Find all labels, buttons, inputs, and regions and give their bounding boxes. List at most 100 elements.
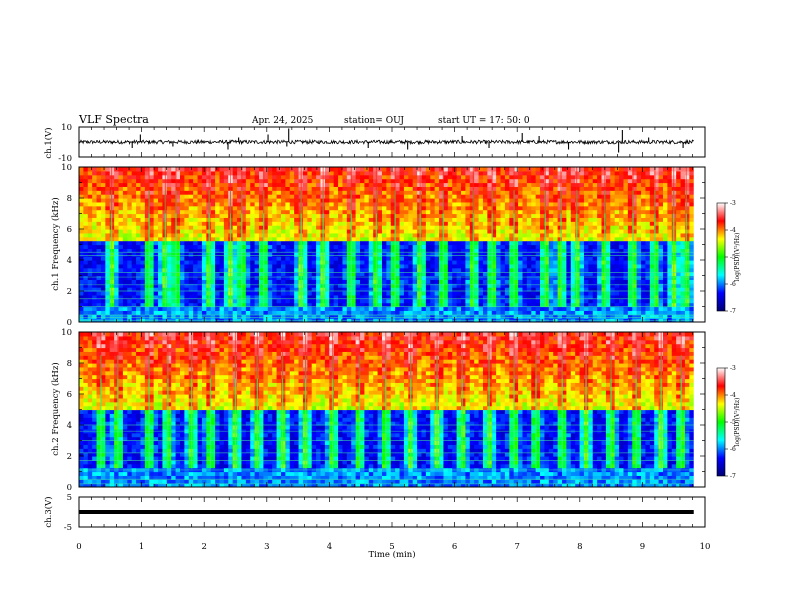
spectrogram-cell [83, 232, 89, 238]
spectrogram-cell [188, 236, 194, 242]
spectrogram-cell [285, 263, 291, 269]
spectrogram-cell [79, 201, 84, 207]
spectrogram-cell [289, 302, 295, 308]
spectrogram-cell [588, 248, 594, 253]
spectrogram-cell [219, 318, 225, 322]
spectrogram-cell [158, 283, 164, 288]
spectrogram-cell [456, 302, 462, 308]
spectrogram-cell [131, 205, 137, 211]
spectrogram-cell [193, 240, 199, 246]
spectrogram-cell [469, 201, 475, 207]
ch1-ytick-bottom: -10 [58, 154, 72, 164]
spectrogram-cell [395, 244, 401, 249]
spectrogram-cell [531, 291, 537, 296]
spectrogram-cell [465, 229, 471, 234]
spectrogram-cell [513, 271, 519, 277]
spectrogram-cell [122, 252, 128, 257]
spectrogram-cell [522, 236, 528, 242]
spectrogram-cell [386, 217, 392, 222]
spectrogram-cell [395, 178, 401, 184]
spectrogram-cell [184, 225, 190, 230]
spectrogram-cell [87, 318, 93, 322]
spectrogram-cell [465, 271, 471, 277]
spectrogram-cell [294, 205, 300, 211]
spectrogram-cell [465, 240, 471, 246]
spectrogram-cell [540, 236, 546, 242]
spectrogram-cell [136, 194, 142, 199]
spectrogram-cell [184, 256, 190, 261]
spectrogram-cell [144, 291, 150, 296]
spectrogram-cell [215, 244, 221, 249]
spectrogram-cell [127, 221, 133, 226]
spectrogram-cell [562, 205, 567, 211]
spectrogram-cell [553, 240, 559, 246]
spectrogram-cell [548, 201, 554, 207]
spectrogram-cell [302, 209, 308, 215]
spectrogram-cell [237, 182, 243, 187]
spectrogram-cell [553, 167, 559, 172]
spectrogram-cell [294, 306, 300, 311]
spectrogram-cell [294, 167, 300, 172]
spectrogram-cell [562, 252, 567, 257]
spectrogram-cell [439, 318, 445, 322]
spectrogram-cell [377, 260, 383, 265]
spectrogram-cell [579, 194, 585, 199]
spectrogram-cell [245, 248, 251, 253]
spectrogram-cell [302, 229, 308, 234]
spectrogram-cell [263, 198, 269, 203]
spectrogram-cell [588, 182, 594, 187]
spectrogram-cell [311, 167, 317, 172]
spectrogram-cell [592, 205, 598, 211]
spectrogram-cell [566, 244, 572, 249]
spectrogram-cell [531, 205, 537, 211]
spectrogram-cell [360, 236, 366, 242]
spectrogram-cell [263, 314, 269, 319]
spectrogram-cell [219, 167, 225, 172]
spectrogram-cell [535, 260, 541, 265]
spectrogram-cell [399, 232, 405, 238]
spectrogram-cell [302, 190, 308, 195]
spectrogram-cell [175, 240, 181, 246]
spectrogram-cell [447, 279, 453, 284]
spectrogram-cell [526, 240, 532, 246]
spectrogram-cell [96, 267, 102, 273]
spectrogram-cell [140, 209, 146, 215]
spectrogram-cell [575, 186, 581, 191]
spectrogram-cell [250, 256, 256, 261]
spectrogram-cell [588, 186, 594, 191]
spectrogram-cell [443, 267, 449, 273]
spectrogram-cell [553, 306, 559, 311]
spectrogram-cell [597, 287, 603, 292]
spectrogram-cell [259, 248, 265, 253]
spectrogram-cell [368, 198, 374, 203]
spectrogram-cell [188, 186, 194, 191]
spectrogram-cell [280, 186, 286, 191]
spectrogram-cell [114, 217, 120, 222]
spectrogram-cell [588, 221, 594, 226]
spectrogram-cell [474, 198, 480, 203]
spectrogram-cell [166, 310, 172, 315]
spectrogram-cell [496, 291, 502, 296]
spectrogram-cell [509, 198, 515, 203]
spectrogram-cell [566, 190, 572, 195]
spectrogram-cell [250, 291, 256, 296]
spectrogram-cell [140, 221, 146, 226]
spectrogram-cell [259, 236, 265, 242]
spectrogram-cell [210, 225, 216, 230]
spectrogram-cell [443, 306, 449, 311]
spectrogram-cell [92, 267, 98, 273]
spectrogram-cell [232, 306, 238, 311]
spectrogram-cell [105, 283, 111, 288]
spectrogram-cell [531, 174, 537, 180]
spectrogram-cell [131, 209, 137, 215]
spectrogram-cell [368, 260, 374, 265]
spectrogram-cell [267, 178, 273, 184]
spectrogram-cell [263, 252, 269, 257]
spectrogram-cell [452, 267, 458, 273]
spectrogram-cell [540, 182, 546, 187]
spectrogram-cell [122, 275, 128, 280]
spectrogram-cell [338, 306, 344, 311]
spectrogram-cell [360, 205, 366, 211]
spectrogram-cell [193, 217, 199, 222]
spectrogram-cell [158, 318, 164, 322]
